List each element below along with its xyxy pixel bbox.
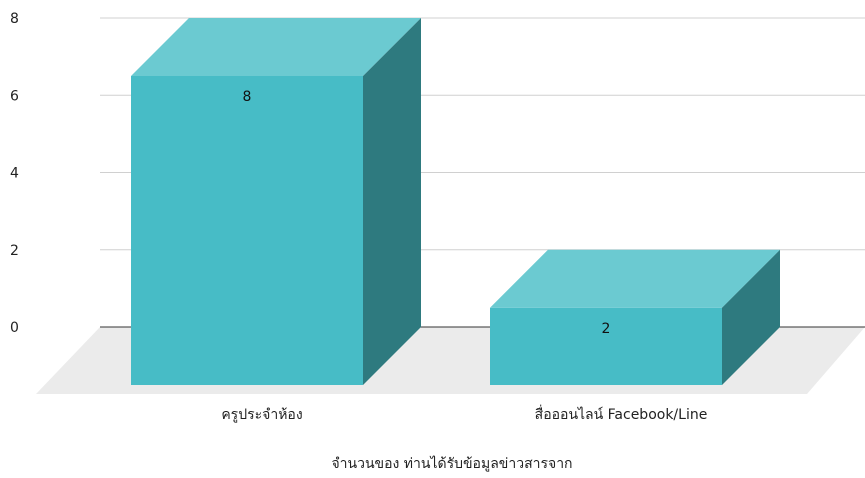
bar-front-face: [131, 76, 363, 385]
data-label: 2: [602, 321, 611, 337]
x-axis-title: จำนวนของ ท่านได้รับข้อมูลข่าวสารจาก: [331, 455, 572, 472]
x-axis-ticks: ครูประจำห้อง สื่อออนไลน์ Facebook/Line: [221, 405, 707, 423]
bar-top-face: [490, 249, 780, 308]
y-tick-label: 4: [10, 166, 19, 182]
x-tick-label: ครูประจำห้อง: [221, 407, 302, 423]
x-tick-label: สื่อออนไลน์ Facebook/Line: [535, 405, 708, 423]
bar-side-face: [363, 18, 421, 385]
y-tick-label: 2: [10, 243, 19, 259]
bar-side-face: [722, 249, 780, 385]
y-tick-label: 6: [10, 88, 19, 104]
bars: [131, 18, 780, 385]
y-tick-label: 0: [10, 320, 19, 336]
bar-2: [490, 249, 780, 385]
data-labels: 82: [243, 89, 611, 337]
bar-1: [131, 18, 421, 385]
bar-top-face: [131, 18, 421, 76]
y-axis-ticks: 0 2 4 6 8: [10, 11, 19, 336]
bar-front-face: [490, 307, 722, 385]
y-tick-label: 8: [10, 11, 19, 27]
data-label: 8: [243, 89, 252, 105]
